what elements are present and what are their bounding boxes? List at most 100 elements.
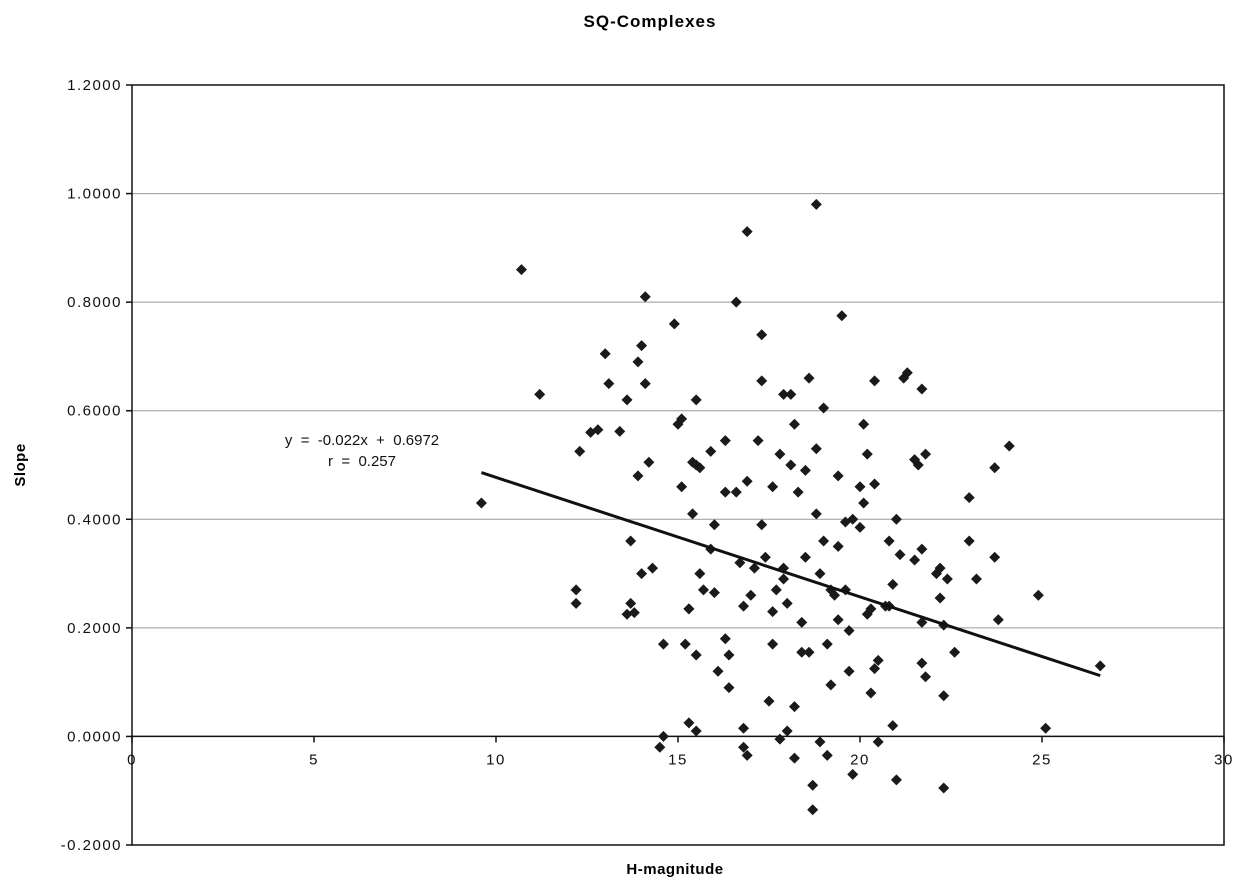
y-tick-label: 1.2000 [67, 77, 122, 94]
data-point [687, 508, 699, 520]
data-point [730, 486, 742, 498]
data-point [890, 774, 902, 786]
data-point [723, 682, 735, 694]
data-point [854, 521, 866, 533]
data-point [767, 481, 779, 493]
data-point [738, 600, 750, 612]
data-point [785, 388, 797, 400]
data-point [621, 608, 633, 620]
data-point [734, 557, 746, 569]
data-point [676, 413, 688, 425]
data-point [574, 445, 586, 457]
data-point [639, 378, 651, 390]
data-point [741, 749, 753, 761]
data-point [694, 568, 706, 580]
data-point [818, 535, 830, 547]
data-point [628, 607, 640, 619]
data-point [763, 695, 775, 707]
chart-title: SQ-Complexes [584, 12, 717, 31]
data-point [916, 383, 928, 395]
data-point [1032, 589, 1044, 601]
data-point [643, 456, 655, 468]
data-point [683, 603, 695, 615]
data-point [920, 671, 932, 683]
data-point [599, 348, 611, 360]
data-point [1040, 722, 1052, 734]
data-point [872, 654, 884, 666]
data-point [647, 562, 659, 574]
data-point [989, 462, 1001, 474]
data-point [632, 356, 644, 368]
data-point [941, 573, 953, 585]
data-point [920, 448, 932, 460]
data-point [603, 378, 615, 390]
data-point [843, 665, 855, 677]
data-point [887, 578, 899, 590]
data-point [858, 418, 870, 430]
data-point [810, 443, 822, 455]
data-point [799, 464, 811, 476]
y-tick-label: 1.0000 [67, 186, 122, 203]
data-point [788, 701, 800, 713]
data-point [668, 318, 680, 330]
data-point [916, 543, 928, 555]
data-point [719, 633, 731, 645]
data-point [909, 554, 921, 566]
data-point [934, 562, 946, 574]
data-point [814, 736, 826, 748]
data-point [992, 614, 1004, 626]
data-point [767, 638, 779, 650]
data-point [916, 657, 928, 669]
data-point [621, 394, 633, 406]
y-tick-label: 0.4000 [67, 511, 122, 528]
data-point [818, 402, 830, 414]
data-point [774, 448, 786, 460]
data-point [625, 535, 637, 547]
data-point [723, 649, 735, 661]
data-point [858, 497, 870, 509]
data-point [632, 470, 644, 482]
data-point [515, 264, 527, 276]
data-point [883, 535, 895, 547]
data-point [687, 456, 699, 468]
data-point [894, 549, 906, 561]
data-point [570, 584, 582, 596]
data-point [738, 722, 750, 734]
data-point [759, 551, 771, 563]
data-point [774, 733, 786, 745]
data-point [938, 690, 950, 702]
data-point [708, 519, 720, 531]
data-point [752, 435, 764, 447]
data-point [781, 597, 793, 609]
data-point [705, 445, 717, 457]
data-point [767, 606, 779, 618]
data-point [657, 730, 669, 742]
data-point [730, 296, 742, 308]
data-point [694, 462, 706, 474]
x-tick-label: 30 [1214, 751, 1234, 768]
scatter-points [475, 198, 1106, 816]
data-point [690, 394, 702, 406]
data-point [912, 459, 924, 471]
data-point [814, 568, 826, 580]
data-point [847, 513, 859, 525]
data-point [788, 418, 800, 430]
data-point [741, 475, 753, 487]
data-point [690, 725, 702, 737]
data-point [683, 717, 695, 729]
x-tick-label: 15 [668, 751, 688, 768]
data-point [745, 589, 757, 601]
data-point [916, 616, 928, 628]
data-point [756, 329, 768, 341]
data-point [989, 551, 1001, 563]
y-tick-label: 0.0000 [67, 728, 122, 745]
data-point [657, 638, 669, 650]
x-axis-label: H-magnitude [626, 861, 723, 878]
data-point [847, 768, 859, 780]
data-point [821, 638, 833, 650]
data-point [719, 486, 731, 498]
data-point [832, 540, 844, 552]
data-point [1094, 660, 1106, 672]
data-point [778, 573, 790, 585]
